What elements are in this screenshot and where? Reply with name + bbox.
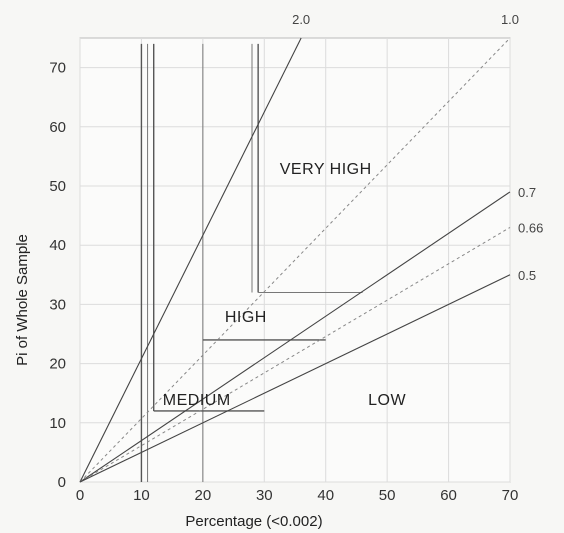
activity-line-label: 0.7 bbox=[518, 185, 536, 200]
activity-line-2-0 bbox=[79, 37, 302, 483]
activity-line-label: 2.0 bbox=[292, 12, 310, 27]
x-tick-label: 0 bbox=[76, 487, 84, 504]
zone-label-very-high: VERY HIGH bbox=[280, 161, 372, 178]
activity-line-0-66 bbox=[79, 227, 511, 483]
activity-line-1-0 bbox=[79, 37, 511, 483]
y-tick-label: 20 bbox=[49, 356, 66, 373]
y-tick-label: 60 bbox=[49, 119, 66, 136]
grid bbox=[79, 38, 511, 483]
zone-boundaries bbox=[140, 43, 363, 482]
x-tick-label: 30 bbox=[256, 487, 273, 504]
activity-line-0-5 bbox=[79, 274, 511, 483]
x-tick-label: 70 bbox=[502, 487, 519, 504]
activity-line-label: 0.5 bbox=[518, 268, 536, 283]
y-tick-label: 70 bbox=[49, 60, 66, 77]
x-axis-label: Percentage (<0.002) bbox=[185, 513, 322, 530]
zone-label-low: LOW bbox=[368, 392, 406, 409]
x-tick-label: 60 bbox=[440, 487, 457, 504]
x-tick-label: 40 bbox=[317, 487, 334, 504]
zone-label-high: HIGH bbox=[225, 309, 267, 326]
y-tick-label: 10 bbox=[49, 415, 66, 432]
x-tick-label: 10 bbox=[133, 487, 150, 504]
y-tick-label: 50 bbox=[49, 178, 66, 195]
activity-line-label: 1.0 bbox=[501, 12, 519, 27]
activity-line-label: 0.66 bbox=[518, 220, 543, 235]
x-tick-label: 20 bbox=[195, 487, 212, 504]
x-tick-label: 50 bbox=[379, 487, 396, 504]
y-tick-label: 40 bbox=[49, 237, 66, 254]
zone-label-medium: MEDIUM bbox=[163, 392, 231, 409]
y-tick-label: 30 bbox=[49, 296, 66, 313]
activity-line-0-7 bbox=[79, 191, 511, 483]
activity-lines: 2.0 1.0 0.7 0.66 0.5 bbox=[79, 12, 543, 483]
y-axis-label: Pi of Whole Sample bbox=[14, 234, 31, 366]
y-tick-label: 0 bbox=[58, 474, 66, 491]
tick-labels: 0 10 20 30 40 50 60 70 0 10 20 30 40 50 60 70 bbox=[49, 60, 518, 504]
zone-labels: VERY HIGH HIGH MEDIUM LOW bbox=[163, 161, 406, 409]
